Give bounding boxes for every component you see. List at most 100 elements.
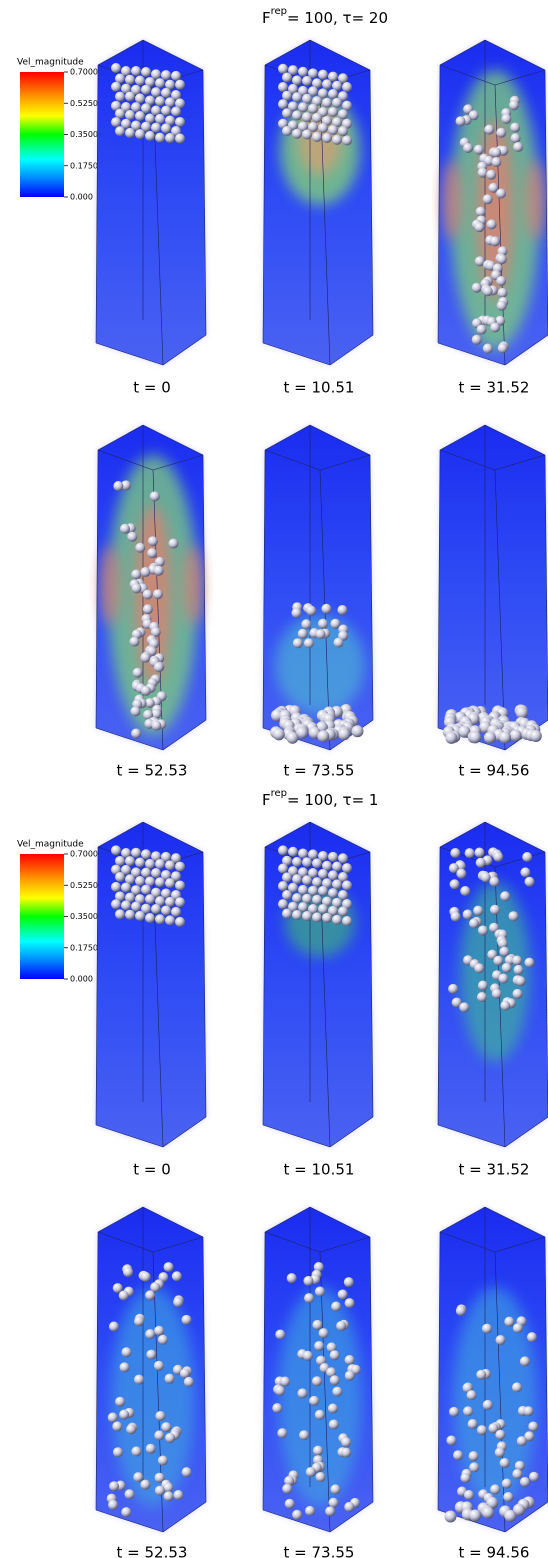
colorbar-label: Vel_magnitude xyxy=(17,840,84,850)
particle xyxy=(165,878,175,888)
particle xyxy=(338,906,348,916)
particle xyxy=(331,1301,341,1311)
particle xyxy=(513,142,523,152)
particle xyxy=(278,64,288,74)
colorbar-tick-label: 0.3500 xyxy=(70,912,98,921)
particle xyxy=(141,849,151,859)
particle xyxy=(530,730,542,742)
particle xyxy=(292,92,302,102)
particle xyxy=(477,325,487,335)
particle xyxy=(495,1448,505,1458)
particle xyxy=(460,1473,470,1483)
particle xyxy=(491,148,501,158)
particle xyxy=(299,1430,309,1440)
particle xyxy=(134,1375,144,1385)
particle xyxy=(120,524,130,534)
particle xyxy=(286,732,298,744)
particle xyxy=(141,885,151,895)
particle xyxy=(477,992,487,1002)
particle xyxy=(282,108,292,118)
particle xyxy=(161,123,171,133)
particle xyxy=(153,589,163,599)
particle xyxy=(184,1377,194,1387)
particle xyxy=(312,895,322,905)
particle xyxy=(303,1351,313,1361)
flow-glow xyxy=(183,545,203,625)
particle xyxy=(131,66,141,76)
particle xyxy=(115,109,125,119)
particle xyxy=(342,916,352,926)
particle xyxy=(317,730,329,742)
particle xyxy=(497,301,507,311)
particle xyxy=(312,1320,322,1330)
simulation-panel xyxy=(96,40,206,365)
particle xyxy=(115,872,125,882)
particle xyxy=(512,1382,522,1392)
particle xyxy=(477,1425,487,1435)
particle xyxy=(448,984,458,994)
particle xyxy=(450,879,460,889)
particle xyxy=(306,1467,316,1477)
particle xyxy=(476,1370,486,1380)
figure: Frep= 100, τ= 20Vel_magnitude0.70000.525… xyxy=(0,0,548,1558)
simulation-panel xyxy=(438,40,548,365)
particle xyxy=(328,852,338,862)
particle xyxy=(282,1484,292,1494)
particle xyxy=(525,877,535,887)
particle xyxy=(329,1498,339,1508)
particle xyxy=(450,848,460,858)
title-base: F xyxy=(262,9,271,27)
particle xyxy=(508,911,518,921)
particle xyxy=(292,129,302,139)
time-label: t = 73.55 xyxy=(284,1544,355,1558)
particle xyxy=(499,731,511,743)
particle xyxy=(171,107,181,117)
particle xyxy=(273,728,285,740)
particle xyxy=(175,80,185,90)
particle xyxy=(344,1277,354,1287)
particle xyxy=(342,101,352,111)
particle xyxy=(282,872,292,882)
particle xyxy=(173,1490,183,1500)
particle xyxy=(513,1323,523,1333)
particle xyxy=(469,731,481,743)
particle xyxy=(483,286,493,296)
particle xyxy=(316,1472,326,1482)
particle xyxy=(141,85,151,95)
particle xyxy=(460,886,470,896)
particle xyxy=(468,1419,478,1429)
particle xyxy=(302,76,312,86)
particle xyxy=(292,110,302,120)
particle xyxy=(161,88,171,98)
colorbar-tick-label: 0.5250 xyxy=(70,99,98,108)
particle xyxy=(129,637,139,647)
particle xyxy=(302,129,312,139)
particle xyxy=(115,856,125,866)
particle xyxy=(472,283,482,293)
particle xyxy=(131,569,141,579)
particle xyxy=(520,1356,530,1366)
particle xyxy=(332,98,342,108)
particle xyxy=(112,1421,122,1431)
particle xyxy=(305,1506,315,1516)
particle xyxy=(182,1315,192,1325)
particle xyxy=(172,1271,182,1281)
particle xyxy=(474,847,484,857)
particle xyxy=(318,70,328,80)
particle xyxy=(182,1467,192,1477)
particle xyxy=(158,1456,168,1466)
particle xyxy=(282,126,292,136)
particle xyxy=(275,1330,285,1340)
particle xyxy=(134,1316,144,1326)
particle xyxy=(482,1507,494,1519)
particle xyxy=(453,1450,463,1460)
particle xyxy=(130,706,140,716)
particle xyxy=(302,112,312,122)
particle xyxy=(513,965,523,975)
particle xyxy=(146,1444,156,1454)
particle xyxy=(122,1347,132,1357)
particle xyxy=(493,956,503,966)
section-title: Frep= 100, τ= 1 xyxy=(262,788,378,809)
section-title: Frep= 100, τ= 20 xyxy=(262,6,388,27)
colorbar-tick-label: 0.000 xyxy=(70,975,93,984)
